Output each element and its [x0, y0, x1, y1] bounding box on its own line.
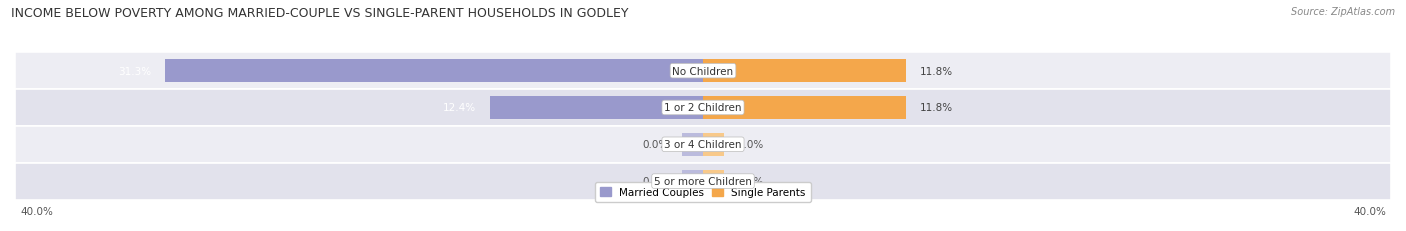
Text: 40.0%: 40.0% [1353, 206, 1386, 216]
Text: 40.0%: 40.0% [20, 206, 53, 216]
Text: Source: ZipAtlas.com: Source: ZipAtlas.com [1291, 7, 1395, 17]
Text: INCOME BELOW POVERTY AMONG MARRIED-COUPLE VS SINGLE-PARENT HOUSEHOLDS IN GODLEY: INCOME BELOW POVERTY AMONG MARRIED-COUPL… [11, 7, 628, 20]
Bar [15, 163, 1391, 200]
Bar [15, 53, 1391, 90]
Text: 0.0%: 0.0% [737, 140, 763, 150]
Text: 0.0%: 0.0% [643, 140, 669, 150]
Legend: Married Couples, Single Parents: Married Couples, Single Parents [595, 182, 811, 203]
Bar [682, 133, 703, 156]
Text: 11.8%: 11.8% [920, 103, 953, 113]
Text: 12.4%: 12.4% [443, 103, 477, 113]
Text: 0.0%: 0.0% [737, 176, 763, 186]
Bar [703, 170, 724, 193]
Bar [165, 60, 703, 83]
Bar [15, 126, 1391, 163]
Bar [682, 170, 703, 193]
Text: 1 or 2 Children: 1 or 2 Children [664, 103, 742, 113]
Text: No Children: No Children [672, 66, 734, 76]
Text: 31.3%: 31.3% [118, 66, 150, 76]
Bar [703, 60, 905, 83]
Bar [15, 90, 1391, 126]
Bar [489, 97, 703, 119]
Text: 0.0%: 0.0% [643, 176, 669, 186]
Text: 11.8%: 11.8% [920, 66, 953, 76]
Bar [703, 133, 724, 156]
Text: 5 or more Children: 5 or more Children [654, 176, 752, 186]
Text: 3 or 4 Children: 3 or 4 Children [664, 140, 742, 150]
Bar [703, 97, 905, 119]
